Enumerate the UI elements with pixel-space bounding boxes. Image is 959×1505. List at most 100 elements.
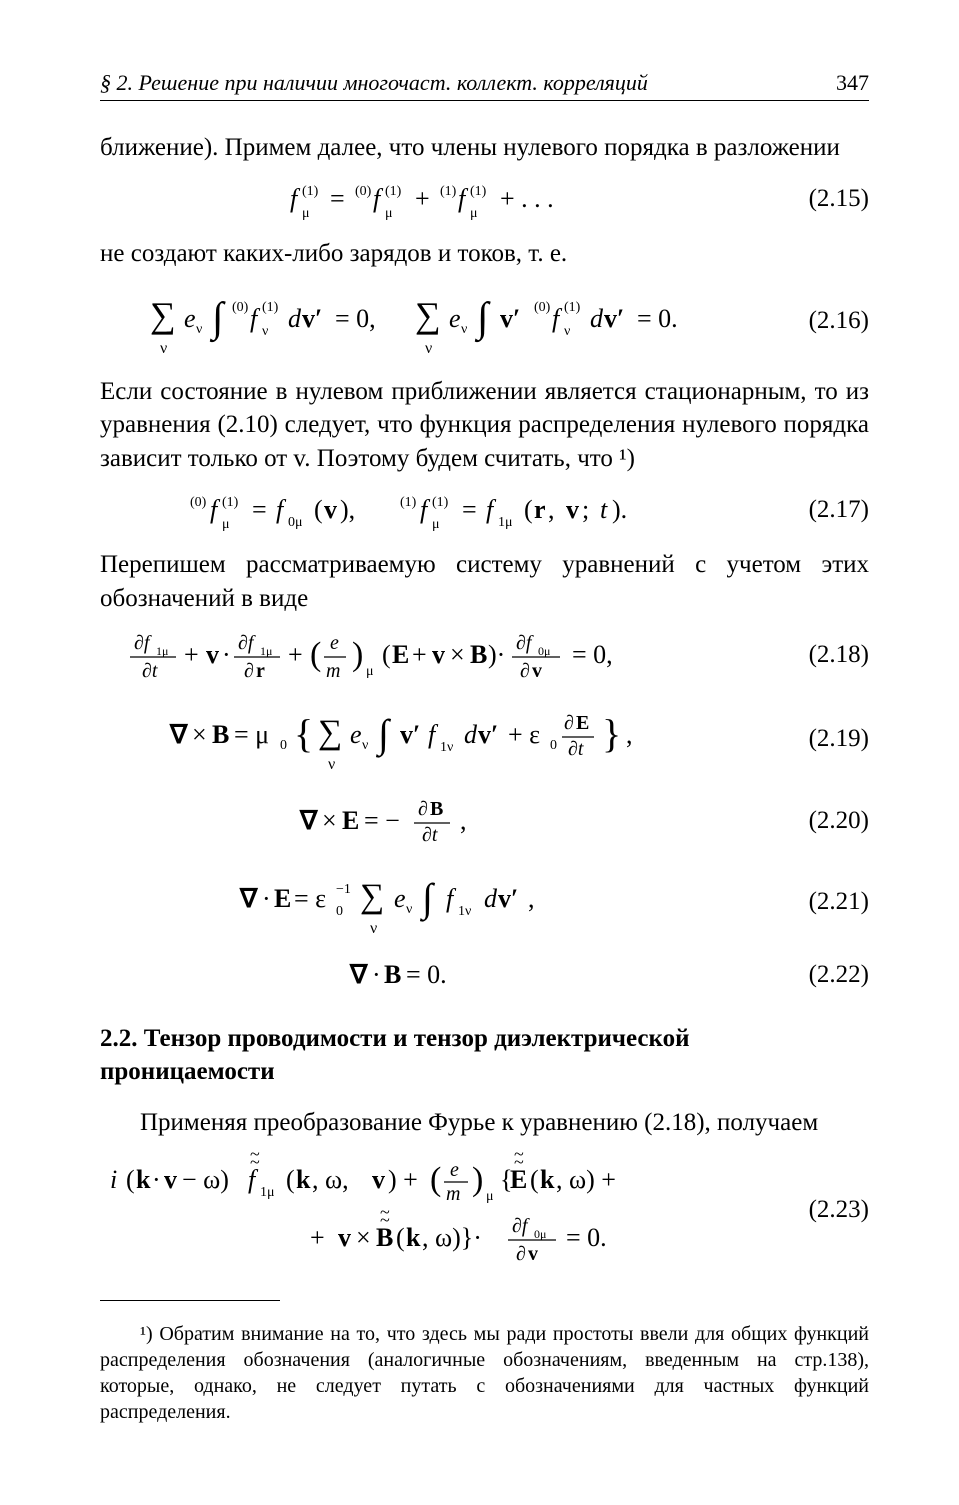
svg-text:μ: μ [486,1189,494,1204]
svg-text:+: + [310,1223,325,1252]
svg-text:,: , [460,806,467,835]
svg-text:(: ( [530,1165,539,1194]
eq-num-2-16: (2.16) [779,307,869,335]
equation-2-22: ∇ · B = 0. (2.22) [100,955,869,995]
svg-text:∇: ∇ [169,720,189,749]
svg-text:f: f [420,495,431,524]
svg-text:+ ε: + ε [508,720,540,749]
svg-text:∇: ∇ [349,960,369,989]
svg-text:0μ: 0μ [538,644,550,658]
svg-text:×: × [322,806,337,835]
eq-num-2-20: (2.20) [779,807,869,835]
svg-text:(1): (1) [400,495,417,510]
svg-text:0: 0 [550,738,557,753]
svg-text:+: + [412,640,427,669]
svg-text:e: e [394,884,406,913]
svg-text:(1): (1) [440,184,457,199]
svg-text:∂t: ∂t [568,738,584,760]
svg-text:, ω)}·: , ω)}· [422,1223,482,1252]
eq-num-2-19: (2.19) [779,725,869,753]
svg-text:r: r [256,660,265,682]
svg-text:f: f [552,304,563,333]
svg-text:(1): (1) [262,300,279,315]
svg-text:= 0,: = 0, [335,304,376,333]
svg-text:1μ: 1μ [260,644,272,658]
svg-text:∂: ∂ [244,660,254,682]
svg-text:= 0.: = 0. [637,304,678,333]
svg-text:μ: μ [222,517,230,532]
svg-text:∫: ∫ [419,875,436,922]
svg-text:f: f [276,495,287,524]
svg-text:r: r [534,495,546,524]
svg-text:~: ~ [250,1150,260,1164]
svg-text:),: ), [340,495,355,524]
svg-text:)·: )· [488,640,505,669]
svg-text:∇: ∇ [299,806,319,835]
paragraph-3: Если состояние в нулевом приближении явл… [100,375,869,476]
svg-text:=: = [462,495,477,524]
svg-text:(: ( [524,495,533,524]
section-title-2-2: 2.2. Тензор проводимости и тензор диэлек… [100,1023,869,1088]
running-head-left: § 2. Решение при наличии многочаст. колл… [100,70,648,96]
svg-text:·: · [262,884,271,913]
svg-text:e: e [449,304,461,333]
svg-text:×: × [356,1223,371,1252]
svg-text:∇: ∇ [239,884,259,913]
paragraph-4: Перепишем рассматриваемую систему уравне… [100,548,869,616]
eq-num-2-17: (2.17) [779,496,869,524]
svg-text:m: m [446,1183,460,1205]
svg-text:= μ: = μ [234,720,269,749]
svg-text:ν: ν [406,902,412,917]
svg-text:ν: ν [425,340,432,357]
svg-text:) +: ) + [388,1165,418,1194]
svg-text:, ω,: , ω, [312,1165,349,1194]
svg-text:v′: v′ [478,720,498,749]
svg-text:·: · [222,640,231,669]
svg-text:t: t [600,495,608,524]
svg-text:E: E [392,640,409,669]
svg-text:∂t: ∂t [142,660,158,682]
svg-text:v: v [528,1243,538,1265]
svg-text:·: · [152,1165,161,1194]
svg-text:− ω): − ω) [182,1165,229,1194]
svg-text:μ: μ [302,206,310,221]
svg-text:ν: ν [196,322,202,337]
svg-text:(1): (1) [432,495,449,510]
page: § 2. Решение при наличии многочаст. колл… [0,0,959,1505]
svg-text:(1): (1) [470,184,487,199]
svg-text:−1: −1 [336,882,351,897]
svg-text:(: ( [126,1165,135,1194]
eq-num-2-15: (2.15) [779,185,869,213]
svg-text:0: 0 [336,904,343,919]
svg-text:d: d [464,720,478,749]
svg-text:∫: ∫ [209,295,226,343]
svg-text:e: e [330,632,339,654]
svg-text:ν: ν [564,324,570,339]
svg-text:): ) [352,636,363,673]
svg-text:e: e [350,720,362,749]
svg-text:v′: v′ [498,884,518,913]
svg-text:k: k [136,1165,151,1194]
svg-text:,: , [626,720,633,749]
svg-text:μ: μ [470,206,478,221]
svg-text:v: v [432,640,445,669]
svg-text:B: B [376,1223,393,1252]
svg-text:v′: v′ [500,304,520,333]
equation-2-16: ∑ ν e ν ∫ (0) f (1) ν d v′ = 0, ∑ ν e ν … [100,281,869,361]
svg-text:(: ( [396,1223,405,1252]
svg-text:0μ: 0μ [534,1227,546,1241]
svg-text:d: d [484,884,498,913]
svg-text:(0): (0) [190,495,207,510]
svg-text:f: f [290,184,301,213]
svg-text:∑: ∑ [318,714,342,751]
svg-text:(: ( [430,1161,441,1198]
svg-text:∂f: ∂f [238,632,256,654]
svg-text:d: d [288,304,302,333]
svg-text:E: E [342,806,359,835]
svg-text:= 0.: = 0. [406,960,447,989]
svg-text:E: E [510,1165,527,1194]
equation-2-19: ∇ × B = μ 0 { ∑ ν e ν ∫ v′ f 1ν d v′ + ε… [100,699,869,779]
svg-text:f: f [373,184,384,213]
svg-text:∑: ∑ [360,878,384,915]
svg-text:·: · [372,960,381,989]
